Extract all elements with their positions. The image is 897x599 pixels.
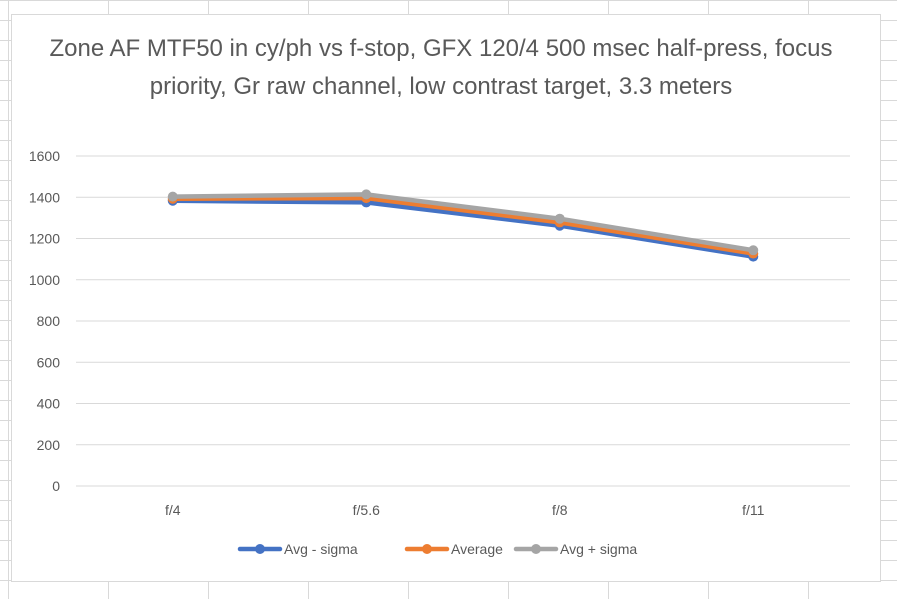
- legend-entry[interactable]: Avg - sigma: [237, 541, 358, 557]
- x-tick-label: f/5.6: [353, 502, 380, 518]
- data-point[interactable]: [167, 191, 178, 202]
- legend-entry[interactable]: Avg + sigma: [513, 541, 637, 557]
- legend-marker: [531, 544, 541, 554]
- legend-marker: [255, 544, 265, 554]
- legend-label: Avg + sigma: [560, 541, 637, 557]
- series-2[interactable]: [167, 189, 759, 256]
- legend-marker: [422, 544, 432, 554]
- y-tick-label: 200: [37, 437, 61, 453]
- y-tick-label: 1600: [29, 148, 60, 164]
- chart-title: Zone AF MTF50 in cy/ph vs f-stop, GFX 12…: [49, 35, 833, 100]
- legend-entry[interactable]: Average: [404, 541, 503, 557]
- y-axis-tick-labels: 0 200 400 600 800 1000 1200 1400 1600: [29, 148, 60, 494]
- x-axis-tick-labels: f/4 f/5.6 f/8 f/11: [165, 502, 765, 518]
- y-tick-label: 0: [52, 478, 60, 494]
- y-tick-label: 600: [37, 354, 61, 370]
- data-point[interactable]: [554, 213, 565, 224]
- series-line[interactable]: [170, 198, 756, 259]
- x-tick-label: f/4: [165, 502, 181, 518]
- y-tick-label: 400: [37, 396, 61, 412]
- y-tick-label: 1000: [29, 272, 60, 288]
- series-lines: [167, 189, 759, 262]
- y-tick-label: 800: [37, 313, 61, 329]
- series-line[interactable]: [170, 192, 756, 253]
- y-tick-label: 1200: [29, 231, 60, 247]
- x-tick-label: f/8: [552, 502, 568, 518]
- series-line[interactable]: [170, 195, 756, 256]
- legend-label: Average: [451, 541, 503, 557]
- chart-area[interactable]: [11, 14, 881, 582]
- y-tick-label: 1400: [29, 189, 60, 205]
- data-point[interactable]: [748, 245, 759, 256]
- legend: Avg - sigma Average Avg + sigma: [237, 541, 637, 557]
- x-tick-label: f/11: [742, 502, 765, 518]
- gridlines: [76, 155, 850, 487]
- data-point[interactable]: [361, 189, 372, 200]
- legend-label: Avg - sigma: [284, 541, 358, 557]
